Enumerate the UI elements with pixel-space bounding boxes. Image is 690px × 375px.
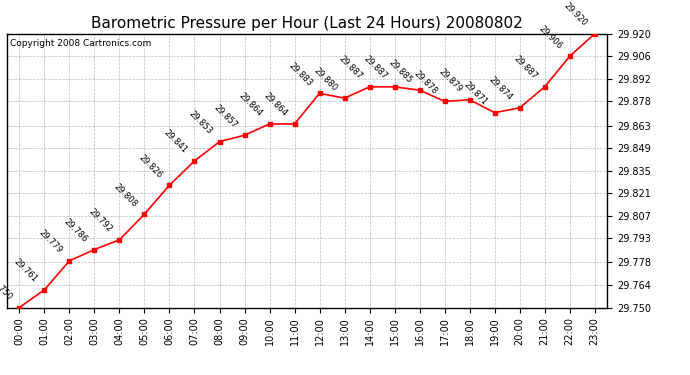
Text: 29.841: 29.841: [162, 129, 189, 155]
Text: 29.871: 29.871: [462, 80, 489, 107]
Text: 29.874: 29.874: [487, 75, 514, 102]
Text: 29.826: 29.826: [137, 153, 164, 180]
Text: 29.792: 29.792: [87, 207, 114, 234]
Text: 29.750: 29.750: [0, 275, 14, 302]
Text: 29.761: 29.761: [12, 257, 39, 284]
Text: 29.887: 29.887: [362, 54, 389, 81]
Text: 29.885: 29.885: [387, 58, 414, 84]
Text: 29.779: 29.779: [37, 228, 64, 255]
Text: 29.880: 29.880: [312, 66, 339, 93]
Text: 29.853: 29.853: [187, 109, 214, 136]
Text: 29.879: 29.879: [437, 67, 464, 94]
Text: 29.883: 29.883: [287, 61, 314, 88]
Text: 29.878: 29.878: [412, 69, 439, 96]
Text: 29.864: 29.864: [237, 92, 264, 118]
Text: 29.906: 29.906: [538, 24, 564, 51]
Text: 29.808: 29.808: [112, 182, 139, 209]
Text: 29.887: 29.887: [512, 54, 539, 81]
Text: 29.864: 29.864: [262, 92, 289, 118]
Text: 29.920: 29.920: [562, 2, 589, 28]
Text: Copyright 2008 Cartronics.com: Copyright 2008 Cartronics.com: [10, 39, 151, 48]
Text: 29.887: 29.887: [337, 54, 364, 81]
Text: 29.857: 29.857: [212, 103, 239, 130]
Title: Barometric Pressure per Hour (Last 24 Hours) 20080802: Barometric Pressure per Hour (Last 24 Ho…: [91, 16, 523, 31]
Text: 29.786: 29.786: [62, 217, 89, 244]
